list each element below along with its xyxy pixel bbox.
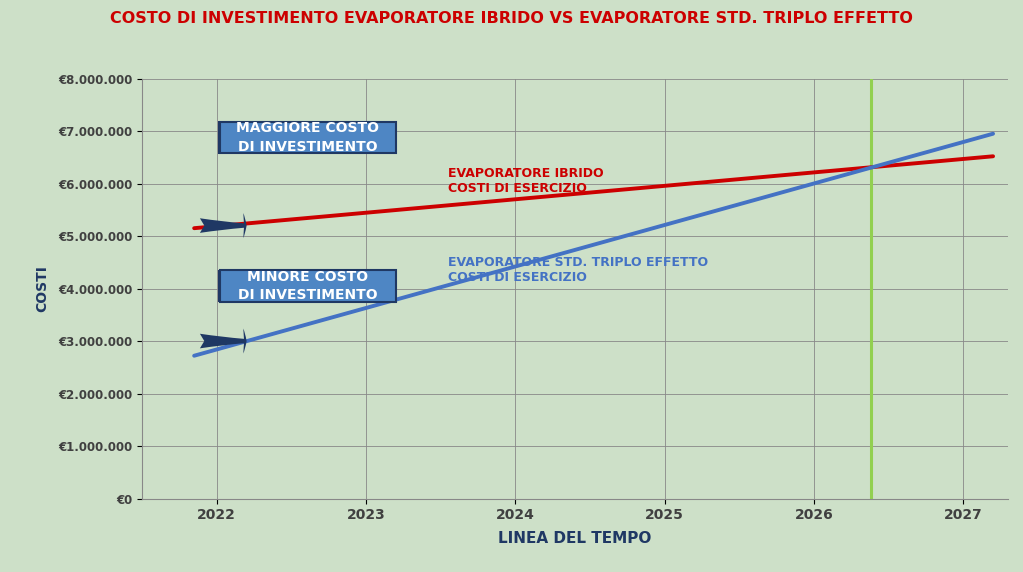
Text: MINORE COSTO
DI INVESTIMENTO: MINORE COSTO DI INVESTIMENTO (237, 270, 377, 302)
FancyBboxPatch shape (218, 121, 397, 154)
FancyBboxPatch shape (220, 270, 396, 301)
Text: EVAPORATORE STD. TRIPLO EFFETTO
COSTI DI ESERCIZIO: EVAPORATORE STD. TRIPLO EFFETTO COSTI DI… (448, 256, 708, 284)
Text: EVAPORATORE IBRIDO
COSTI DI ESERCIZIO: EVAPORATORE IBRIDO COSTI DI ESERCIZIO (448, 167, 604, 195)
Text: COSTO DI INVESTIMENTO EVAPORATORE IBRIDO VS EVAPORATORE STD. TRIPLO EFFETTO: COSTO DI INVESTIMENTO EVAPORATORE IBRIDO… (110, 11, 913, 26)
FancyBboxPatch shape (220, 122, 396, 153)
FancyBboxPatch shape (218, 269, 397, 302)
X-axis label: LINEA DEL TEMPO: LINEA DEL TEMPO (498, 531, 652, 546)
Text: MAGGIORE COSTO
DI INVESTIMENTO: MAGGIORE COSTO DI INVESTIMENTO (236, 121, 380, 154)
Y-axis label: COSTI: COSTI (36, 265, 49, 312)
